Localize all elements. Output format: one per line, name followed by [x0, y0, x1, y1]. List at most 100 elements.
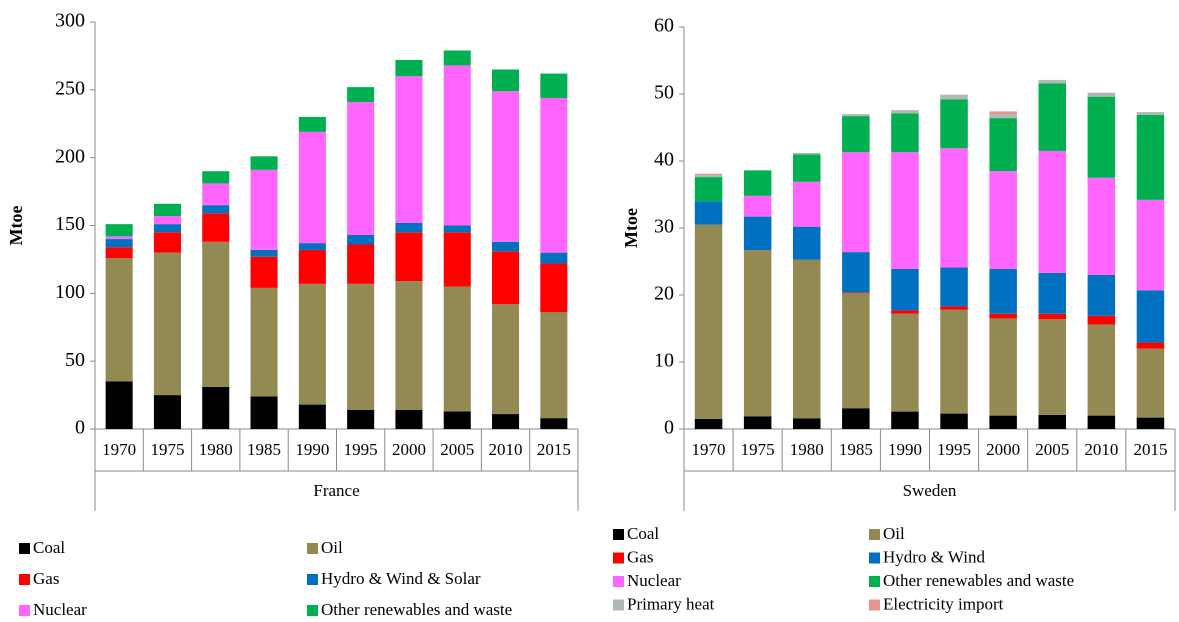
bar-segment	[891, 110, 919, 114]
bar-segment	[443, 232, 471, 287]
bar-segment	[540, 312, 568, 419]
bar-segment	[298, 404, 326, 429]
x-tick-label: 2000	[392, 440, 426, 459]
bar-segment	[105, 247, 133, 259]
bar-segment	[105, 258, 133, 382]
y-tick-label: 0	[664, 417, 674, 439]
x-tick-label: 1975	[741, 440, 775, 459]
y-tick-label: 60	[654, 15, 674, 37]
x-tick-label: 1995	[937, 440, 971, 459]
bar-segment	[940, 413, 968, 429]
bar-segment	[202, 205, 230, 214]
group-label: France	[313, 481, 359, 500]
legend-swatch	[19, 574, 30, 585]
bar-segment	[443, 411, 471, 429]
bar-segment	[492, 69, 520, 92]
x-tick-label: 1980	[199, 440, 233, 459]
bar-segment	[940, 94, 968, 100]
bar-segment	[989, 268, 1017, 314]
bar-segment	[153, 252, 181, 396]
bar-segment	[1136, 342, 1165, 349]
y-tick-label: 200	[55, 145, 85, 167]
bar-segment	[395, 410, 423, 429]
legend-swatch	[613, 576, 624, 587]
bar-segment	[250, 249, 278, 257]
legend-swatch	[613, 599, 624, 611]
bar-segment	[250, 256, 278, 288]
bar-segment	[153, 224, 181, 233]
x-tick-label: 2015	[537, 440, 571, 459]
bar-segment	[153, 232, 181, 253]
x-tick-label: 1985	[839, 440, 873, 459]
bar-segment	[989, 313, 1017, 319]
bar-segment	[1087, 274, 1116, 316]
bar-segment	[202, 241, 230, 387]
bar-segment	[793, 259, 821, 419]
legend-swatch	[869, 529, 880, 540]
y-tick-label: 10	[654, 350, 674, 372]
bar-segment	[250, 287, 278, 397]
bar-segment	[540, 418, 568, 429]
legend-swatch	[19, 543, 30, 554]
legend-label: Coal	[627, 524, 659, 543]
bar-segment	[298, 249, 326, 284]
legend-label: Nuclear	[33, 600, 87, 619]
bar-segment	[989, 114, 1017, 119]
x-tick-label: 2000	[986, 440, 1020, 459]
y-axis-label: Mtoe	[6, 206, 26, 246]
bar-segment	[694, 201, 723, 225]
bar-segment	[202, 386, 230, 429]
legend-swatch	[869, 576, 880, 587]
legend-label: Oil	[883, 524, 905, 543]
x-tick-label: 1990	[888, 440, 922, 459]
x-tick-label: 1985	[247, 440, 281, 459]
bar-segment	[492, 414, 520, 429]
bar-segment	[347, 87, 375, 103]
bar-segment	[443, 286, 471, 412]
bar-segment	[395, 232, 423, 282]
bar-segment	[492, 251, 520, 305]
bar-segment	[694, 177, 723, 202]
bar-segment	[842, 292, 870, 293]
x-tick-label: 1970	[102, 440, 136, 459]
bar-segment	[989, 415, 1017, 429]
legend-label: Oil	[321, 538, 343, 557]
legend-swatch	[869, 599, 880, 611]
bar-segment	[940, 148, 968, 268]
legend-label: Nuclear	[627, 571, 681, 590]
y-tick-label: 300	[55, 10, 85, 32]
y-tick-label: 0	[75, 417, 85, 439]
bar-segment	[989, 318, 1017, 416]
bar-segment	[989, 171, 1017, 269]
legend-swatch	[613, 529, 624, 540]
bar-segment	[443, 65, 471, 226]
bar-segment	[105, 224, 133, 237]
bar-segment	[842, 114, 870, 117]
bar-segment	[743, 416, 772, 429]
bar-segment	[540, 97, 568, 253]
bar-segment	[202, 213, 230, 242]
x-tick-label: 1980	[790, 440, 824, 459]
legend-swatch	[307, 574, 318, 585]
bar-segment	[347, 102, 375, 235]
bar-segment	[250, 156, 278, 170]
x-tick-label: 2005	[1035, 440, 1069, 459]
bar-segment	[298, 131, 326, 244]
legend-swatch	[19, 605, 30, 616]
legend-swatch	[613, 552, 624, 564]
bar-segment	[891, 113, 919, 153]
bar-segment	[1087, 96, 1116, 178]
bar-segment	[1087, 324, 1116, 416]
x-tick-label: 1995	[344, 440, 378, 459]
bar-segment	[1087, 415, 1116, 429]
bar-segment	[1087, 315, 1116, 325]
bar-segment	[694, 224, 723, 419]
bar-segment	[492, 304, 520, 415]
legend-label: Hydro & Wind & Solar	[321, 569, 481, 588]
bar-segment	[793, 181, 821, 227]
bar-segment	[989, 118, 1017, 172]
bar-segment	[395, 59, 423, 77]
bar-segment	[891, 411, 919, 429]
bar-segment	[153, 216, 181, 225]
legend-swatch	[307, 543, 318, 554]
